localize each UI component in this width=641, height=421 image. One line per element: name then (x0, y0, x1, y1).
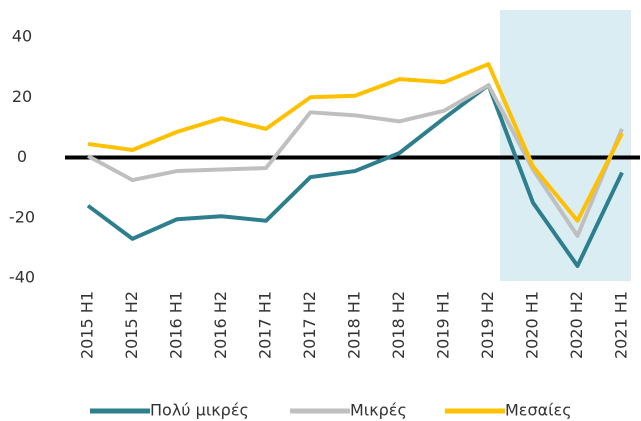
legend-label: Πολύ μικρές (150, 401, 249, 420)
x-tick-label: 2018 H2 (389, 291, 408, 359)
x-tick-label: 2019 H1 (434, 291, 453, 359)
y-tick-label: -40 (9, 268, 35, 287)
x-tick-label: 2020 H1 (523, 291, 542, 359)
x-tick-label: 2019 H2 (478, 291, 497, 359)
x-tick-label: 2020 H2 (567, 291, 586, 359)
legend-label: Μεσαίες (505, 401, 572, 420)
x-tick-label: 2021 H1 (612, 291, 631, 359)
x-tick-label: 2015 H1 (78, 291, 97, 359)
x-tick-label: 2017 H2 (300, 291, 319, 359)
x-tick-label: 2018 H1 (345, 291, 364, 359)
y-tick-label: 0 (17, 147, 27, 166)
y-tick-label: 40 (12, 27, 32, 46)
x-tick-label: 2015 H2 (122, 291, 141, 359)
series-line (86, 83, 624, 268)
x-tick-label: 2016 H2 (211, 291, 230, 359)
y-tick-label: -20 (9, 207, 35, 226)
legend-label: Μικρές (350, 401, 407, 420)
y-tick-label: 20 (12, 87, 32, 106)
x-tick-label: 2016 H1 (167, 291, 186, 359)
x-tick-label: 2017 H1 (256, 291, 275, 359)
series-line (87, 62, 624, 223)
